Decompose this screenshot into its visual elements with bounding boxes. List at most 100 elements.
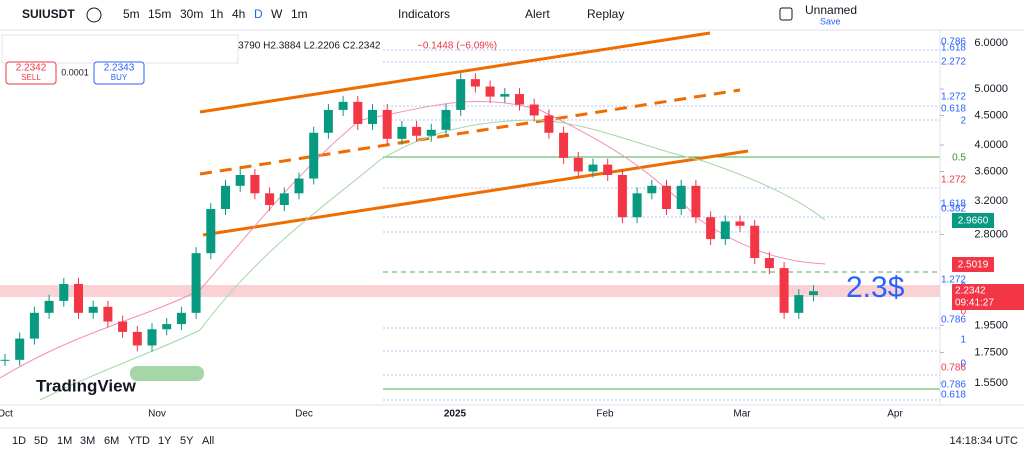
candle (59, 283, 69, 301)
candle (794, 295, 804, 313)
candle (779, 268, 789, 313)
candle (750, 225, 760, 259)
time-label: Oct (0, 409, 13, 420)
interval[interactable]: 1m (291, 7, 308, 21)
checkbox[interactable] (779, 7, 793, 21)
candle (485, 86, 495, 97)
buy-button[interactable] (93, 61, 145, 85)
interval[interactable]: 15m (148, 7, 171, 21)
last-price-tag (952, 284, 1024, 310)
range[interactable]: 1D (12, 435, 26, 447)
price-tag (952, 213, 994, 228)
fib-label: 0 (960, 307, 966, 318)
layout-name[interactable]: Unnamed (805, 3, 857, 17)
fib-label: 0.786 (941, 315, 966, 326)
fib-label: 1.618 (941, 43, 966, 54)
save[interactable]: Save (820, 16, 841, 26)
price-tag (952, 257, 994, 272)
candle (662, 185, 671, 210)
fib-label: 1 (960, 335, 966, 346)
channel-top (199, 31, 711, 114)
candle (294, 178, 304, 194)
moving-average (39, 119, 826, 401)
interval[interactable]: 1h (210, 7, 223, 21)
interval-active[interactable]: D (254, 7, 263, 21)
brand: TradingView (36, 376, 137, 395)
candle (544, 115, 554, 133)
last-price: 2.2342 (955, 286, 986, 297)
moving-average (0, 100, 826, 379)
range[interactable]: 1Y (158, 435, 172, 447)
sell-price: 2.2342 (16, 63, 47, 74)
candle (132, 331, 142, 346)
time-label: Feb (596, 409, 614, 420)
range[interactable]: 1M (57, 435, 72, 447)
change: −0.1448 (−6.09%) (417, 41, 497, 52)
candle (706, 217, 716, 240)
range[interactable]: YTD (128, 435, 150, 447)
candle (603, 164, 613, 175)
fib-label: 0.618 (941, 104, 966, 115)
range[interactable]: All (202, 435, 214, 447)
candle (441, 109, 451, 130)
range[interactable]: 3M (80, 435, 95, 447)
range[interactable]: 5D (34, 435, 48, 447)
fib-lines (383, 49, 940, 401)
replay[interactable]: Replay (587, 7, 624, 21)
indicators[interactable]: Indicators (398, 7, 450, 21)
y-tick-label: 4.5000 (974, 109, 1008, 121)
add-symbol[interactable] (86, 7, 102, 23)
candle (500, 94, 510, 97)
candle (647, 185, 657, 194)
candle (265, 193, 275, 205)
time-label: Mar (733, 409, 751, 420)
interval[interactable]: 4h (232, 7, 245, 21)
candle (323, 109, 333, 133)
y-tick-label: 3.6000 (974, 165, 1008, 177)
range[interactable]: 6M (104, 435, 119, 447)
highlight (130, 366, 204, 381)
range[interactable]: 5Y (180, 435, 194, 447)
candle (147, 329, 157, 346)
fib-label: 0.786 (941, 37, 966, 48)
y-tick-label: 2.8000 (974, 228, 1008, 240)
fib-label: 1.272 (941, 92, 966, 103)
fib-label: 0.786 (941, 380, 966, 391)
candle (353, 101, 363, 124)
interval[interactable]: 30m (180, 7, 203, 21)
y-tick-label: 6.0000 (974, 37, 1008, 49)
fib-label: 1.272 (941, 175, 966, 186)
fib-label: 2.272 (941, 57, 966, 68)
y-tick-label: 5.0000 (974, 83, 1008, 95)
candle (29, 312, 39, 339)
candle (632, 193, 642, 218)
candle (176, 312, 186, 325)
candle (279, 193, 289, 205)
sell-button[interactable] (5, 61, 57, 85)
time-label: Dec (295, 409, 313, 420)
interval[interactable]: 5m (123, 7, 140, 21)
fib-label: 0.5 (952, 153, 966, 164)
annotation: 2.3$ (846, 271, 905, 304)
candle (529, 104, 539, 116)
candle (412, 126, 422, 136)
alert[interactable]: Alert (525, 7, 550, 21)
y-tick-label: 1.5500 (974, 377, 1008, 389)
candle (470, 79, 480, 87)
candle (588, 164, 598, 172)
candle (456, 79, 466, 110)
candle (309, 132, 319, 179)
fib-label: 0.618 (941, 390, 966, 401)
candle (676, 185, 686, 210)
symbol[interactable]: SUIUSDT (22, 7, 75, 21)
candle (250, 174, 260, 194)
candle (206, 209, 216, 254)
time-label: Apr (887, 409, 903, 420)
candle (764, 258, 774, 269)
candle (426, 129, 436, 136)
candle (162, 324, 172, 330)
candle (809, 291, 818, 296)
interval[interactable]: W (271, 7, 283, 21)
candle (44, 300, 54, 313)
